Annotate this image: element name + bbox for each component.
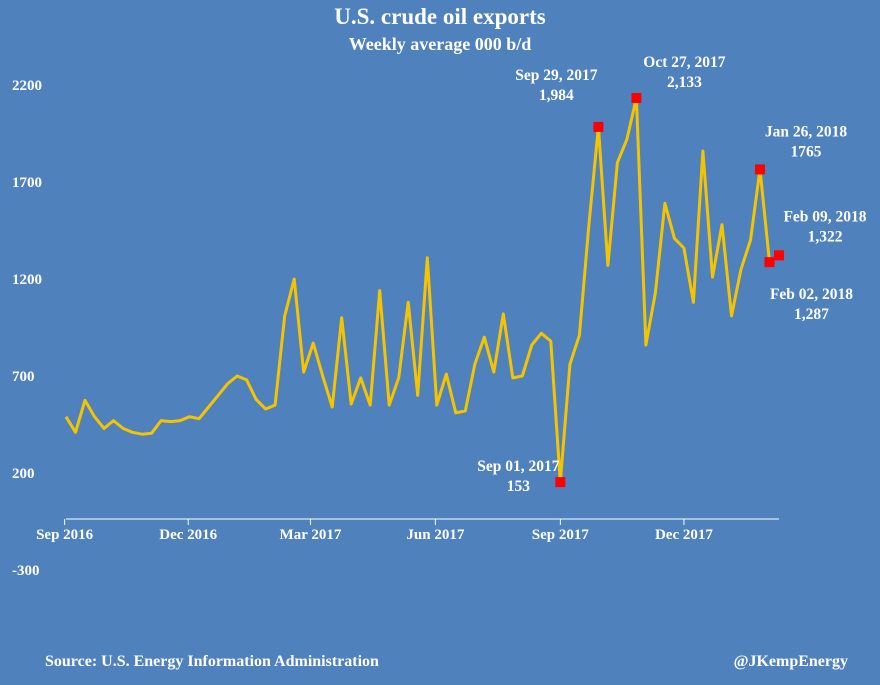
annotation-value: 1765 bbox=[790, 143, 821, 160]
source-note: Source: U.S. Energy Information Administ… bbox=[45, 653, 379, 670]
annotations: Sep 29, 2017 1,984 Oct 27, 2017 2,133 Jan 26… bbox=[477, 54, 867, 495]
annotation-date: Sep 29, 2017 bbox=[515, 67, 597, 84]
chart-subtitle: Weekly average 000 b/d bbox=[349, 34, 532, 54]
annotation-marker bbox=[555, 477, 566, 488]
annotation-marker bbox=[593, 121, 604, 132]
x-tick-label: Jun 2017 bbox=[406, 527, 464, 543]
annotation-marker bbox=[754, 164, 765, 175]
annotation-markers bbox=[555, 92, 784, 488]
annotation-value: 2,133 bbox=[667, 74, 702, 91]
y-tick-label: -300 bbox=[12, 563, 40, 579]
x-tick-label: Sep 2017 bbox=[532, 527, 590, 543]
annotation-marker bbox=[631, 92, 642, 103]
x-tick-label: Mar 2017 bbox=[280, 527, 342, 543]
x-axis-ticks: Sep 2016 Dec 2016 Mar 2017 Jun 2017 Sep 2017… bbox=[36, 519, 713, 543]
annotation-value: 153 bbox=[507, 478, 531, 495]
x-tick-label: Dec 2016 bbox=[159, 527, 217, 543]
credit: @JKempEnergy bbox=[734, 653, 848, 670]
annotation-value: 1,287 bbox=[794, 306, 829, 323]
y-tick-label: 200 bbox=[12, 466, 35, 482]
annotation-value: 1,322 bbox=[808, 228, 843, 245]
y-tick-label: 1200 bbox=[12, 272, 42, 288]
y-tick-label: 2200 bbox=[12, 78, 42, 94]
x-tick-label: Sep 2016 bbox=[36, 527, 94, 543]
series-line bbox=[64, 96, 780, 484]
y-axis-ticks: 2200 1700 1200 700 200 -300 bbox=[12, 78, 42, 579]
x-tick-label: Dec 2017 bbox=[655, 527, 713, 543]
annotation-date: Sep 01, 2017 bbox=[477, 458, 559, 475]
annotation-date: Feb 09, 2018 bbox=[783, 208, 866, 225]
chart-title: U.S. crude oil exports bbox=[334, 4, 546, 29]
annotation-date: Feb 02, 2018 bbox=[770, 286, 853, 303]
annotation-value: 1,984 bbox=[539, 87, 574, 104]
annotation-marker bbox=[774, 250, 784, 261]
annotation-date: Jan 26, 2018 bbox=[765, 123, 847, 140]
annotation-date: Oct 27, 2017 bbox=[643, 54, 725, 71]
annotation-marker bbox=[764, 257, 775, 268]
y-tick-label: 1700 bbox=[12, 175, 42, 191]
y-tick-label: 700 bbox=[12, 369, 35, 385]
